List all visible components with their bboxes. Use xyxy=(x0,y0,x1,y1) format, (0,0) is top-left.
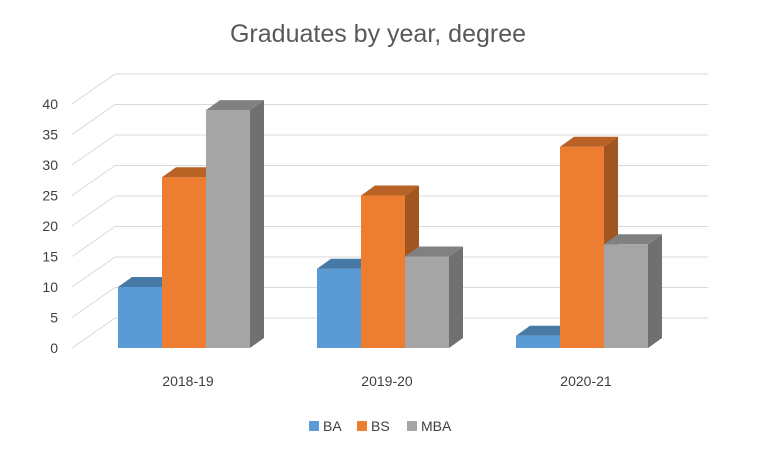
bar-side xyxy=(449,246,463,348)
y-tick-label: 15 xyxy=(42,249,58,265)
bar-front xyxy=(604,244,648,348)
bar-top xyxy=(206,100,264,111)
y-axis-ticks: 0 5 10 15 20 25 30 35 40 xyxy=(42,96,58,356)
bar-top xyxy=(405,246,463,257)
y-tick-label: 5 xyxy=(50,310,58,326)
gridline-side xyxy=(71,226,116,257)
bar-top xyxy=(162,167,220,178)
legend-label: BS xyxy=(371,418,390,434)
gridline-side xyxy=(71,317,116,349)
chart-title: Graduates by year, degree xyxy=(230,20,526,48)
legend-swatch xyxy=(309,421,319,431)
legend-label: BA xyxy=(323,418,342,434)
gridline-side xyxy=(71,287,116,318)
y-tick-label: 35 xyxy=(42,127,58,143)
bar-top xyxy=(317,258,375,269)
legend-item-bs: BS xyxy=(357,418,390,434)
bar-top xyxy=(604,234,662,245)
y-tick-label: 30 xyxy=(42,157,58,173)
bar-front xyxy=(361,195,405,348)
legend-swatch xyxy=(407,421,417,431)
bar-front xyxy=(118,287,162,348)
bar-front xyxy=(162,177,206,348)
bar-top xyxy=(361,185,419,196)
legend: BA BS MBA xyxy=(309,418,452,434)
y-tick-label: 10 xyxy=(42,279,58,295)
x-axis-ticks: 2018-19 2019-20 2020-21 xyxy=(162,373,612,389)
legend-item-mba: MBA xyxy=(407,418,452,434)
bar-front xyxy=(206,110,250,348)
x-tick-label: 2018-19 xyxy=(162,373,214,389)
y-tick-label: 25 xyxy=(42,188,58,204)
x-tick-label: 2020-21 xyxy=(560,373,612,389)
legend-swatch xyxy=(357,421,367,431)
gridline-side xyxy=(71,104,116,135)
legend-label: MBA xyxy=(421,418,452,434)
bar-top xyxy=(118,277,176,287)
bar-mba-2018-19 xyxy=(206,100,264,348)
y-tick-label: 20 xyxy=(42,218,58,234)
x-tick-label: 2019-20 xyxy=(361,373,413,389)
gridline-side xyxy=(71,73,116,105)
bar-side xyxy=(648,234,662,348)
gridline-side xyxy=(71,195,116,227)
y-tick-label: 40 xyxy=(42,96,58,112)
gridline-side xyxy=(71,134,116,166)
bar-side xyxy=(250,100,264,348)
bar-top xyxy=(560,136,618,147)
legend-item-ba: BA xyxy=(309,418,342,434)
bar-top xyxy=(516,325,574,336)
y-tick-label: 0 xyxy=(50,340,58,356)
bar-front xyxy=(560,146,604,348)
bar-mba-2019-20 xyxy=(405,246,463,348)
bars xyxy=(118,100,662,348)
gridline-side xyxy=(71,256,116,288)
bar-bs-2019-20 xyxy=(361,185,419,348)
gridline-side xyxy=(71,165,116,196)
bar-front xyxy=(317,268,361,348)
bar-front xyxy=(405,256,449,348)
bar-front xyxy=(516,335,560,348)
bar-mba-2020-21 xyxy=(604,234,662,348)
